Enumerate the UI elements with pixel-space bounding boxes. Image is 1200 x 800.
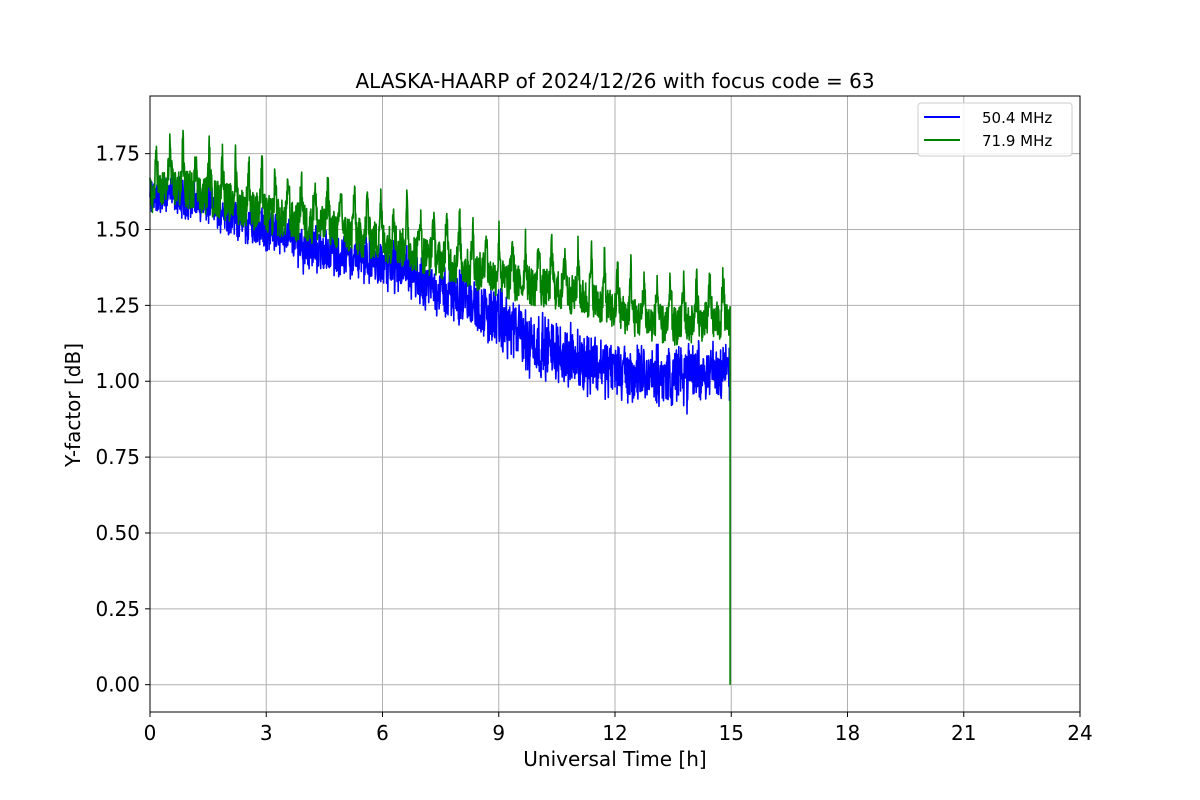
x-tick-label: 9 xyxy=(492,721,505,745)
x-tick-label: 24 xyxy=(1067,721,1092,745)
y-tick-label: 1.00 xyxy=(95,369,140,393)
chart-title: ALASKA-HAARP of 2024/12/26 with focus co… xyxy=(355,69,874,93)
x-axis-label: Universal Time [h] xyxy=(523,747,706,771)
x-tick-label: 18 xyxy=(835,721,860,745)
x-tick-label: 12 xyxy=(602,721,627,745)
x-tick-label: 6 xyxy=(376,721,389,745)
legend-label-1: 50.4 MHz xyxy=(982,109,1052,127)
x-tick-label: 15 xyxy=(719,721,744,745)
legend: 50.4 MHz 71.9 MHz xyxy=(917,102,1073,157)
legend-label-2: 71.9 MHz xyxy=(982,132,1052,150)
x-tick-label: 21 xyxy=(951,721,976,745)
x-tick-label: 0 xyxy=(144,721,157,745)
y-tick-label: 1.25 xyxy=(95,293,140,317)
series-line-2 xyxy=(149,129,731,685)
plot-series xyxy=(149,129,731,685)
series-line-1 xyxy=(149,174,731,415)
y-tick-label: 1.75 xyxy=(95,142,140,166)
y-tick-label: 0.50 xyxy=(95,521,140,545)
y-tick-label: 0.25 xyxy=(95,597,140,621)
y-tick-label: 0.00 xyxy=(95,673,140,697)
y-axis-label: Y-factor [dB] xyxy=(61,343,85,468)
y-tick-label: 1.50 xyxy=(95,218,140,242)
y-axis-ticks: 0.00 0.25 0.50 0.75 1.00 1.25 1.50 1.75 xyxy=(95,142,150,697)
y-tick-label: 0.75 xyxy=(95,445,140,469)
x-tick-label: 3 xyxy=(260,721,273,745)
x-axis-ticks: 0 3 6 9 12 15 18 21 24 xyxy=(144,712,1093,745)
